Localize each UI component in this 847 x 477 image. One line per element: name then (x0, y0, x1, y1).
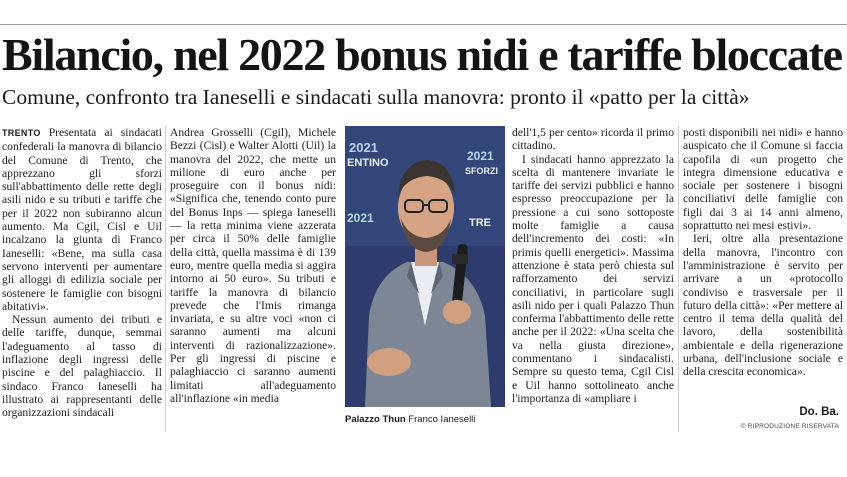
column1-paragraph-1: TRENTO Presentata ai sindacati confedera… (2, 126, 162, 313)
backdrop-text-3: 2021 (467, 149, 494, 163)
dateline: TRENTO (2, 128, 41, 138)
column-divider (678, 126, 679, 432)
caption-person: Franco Ianeselli (408, 414, 476, 425)
top-rule (0, 24, 847, 25)
subheadline: Comune, confronto tra Ianeselli e sindac… (2, 85, 750, 109)
article-column-5: posti disponibili nei nidi» e hanno ausp… (683, 126, 843, 379)
backdrop-text-1: 2021 (349, 140, 378, 155)
column5-paragraph-2: Ieri, oltre alla presentazione della man… (683, 232, 843, 379)
copyright-notice: © RIPRODUZIONE RISERVATA (740, 423, 839, 430)
column4-paragraph-2: I sindacati hanno apprezzato la scelta d… (512, 152, 674, 405)
column1-text-1: Presentata ai sindacati confederali la m… (2, 126, 162, 313)
column-divider (165, 126, 166, 432)
backdrop-text-5: 2021 (347, 211, 374, 225)
backdrop-text-6: TRE (469, 217, 491, 229)
column2-paragraph-1: Andrea Grosselli (Cgil), Michele Bezzi (… (170, 126, 336, 405)
author-signature: Do. Ba. (799, 406, 839, 418)
column4-paragraph-1: dell'1,5 per cento» ricorda il primo cit… (512, 126, 674, 153)
backdrop-text-2: ENTINO (347, 157, 389, 169)
headline: Bilancio, nel 2022 bonus nidi e tariffe … (2, 29, 843, 80)
article-column-2: Andrea Grosselli (Cgil), Michele Bezzi (… (170, 126, 336, 405)
caption-place: Palazzo Thun (345, 414, 406, 425)
article-column-1: TRENTO Presentata ai sindacati confedera… (2, 126, 162, 420)
article-column-4: dell'1,5 per cento» ricorda il primo cit… (512, 126, 674, 405)
backdrop-text-4: SFORZI (465, 166, 498, 176)
photo-caption: Palazzo Thun Franco Ianeselli (345, 414, 510, 426)
article-photo: 2021 ENTINO 2021 SFORZI 2021 TRE (345, 126, 505, 407)
column5-paragraph-1: posti disponibili nei nidi» e hanno ausp… (683, 126, 843, 233)
photo-franco-ianeselli: 2021 ENTINO 2021 SFORZI 2021 TRE (345, 126, 505, 407)
column1-paragraph-2: Nessun aumento dei tributi e delle tarif… (2, 313, 162, 420)
